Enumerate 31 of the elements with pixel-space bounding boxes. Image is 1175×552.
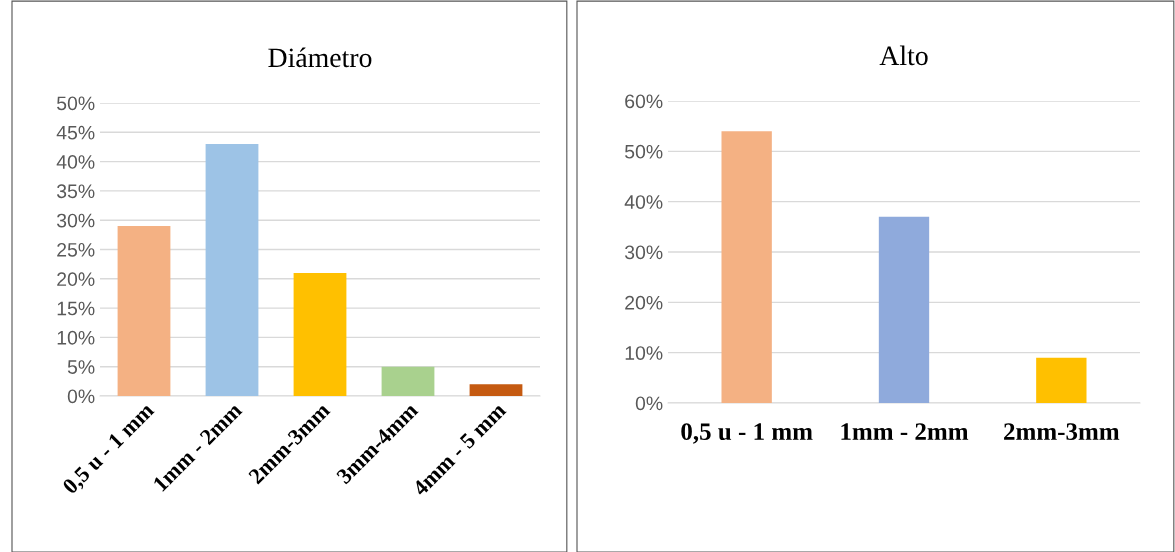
x-tick-label: 0,5 u - 1 mm — [681, 423, 813, 444]
y-tick-label: 60% — [625, 94, 663, 109]
y-tick-label: 10% — [625, 346, 663, 360]
y-tick-label: 40% — [56, 155, 95, 169]
y-tick-label: 30% — [624, 245, 663, 260]
y-tick-label: 45% — [56, 125, 95, 140]
y-tick-label: 40% — [624, 195, 663, 209]
bar — [721, 131, 772, 403]
bar — [293, 272, 347, 396]
x-tick-label: 1mm - 2mm — [841, 423, 969, 440]
y-tick-label: 0% — [67, 389, 95, 404]
y-tick-label: 15% — [57, 301, 95, 316]
bar — [1036, 357, 1087, 403]
bar — [381, 366, 435, 396]
bar — [469, 384, 523, 396]
bar — [878, 216, 930, 403]
y-tick-label: 0% — [635, 396, 663, 411]
bar — [205, 144, 259, 396]
chart-title: Diámetro — [268, 47, 372, 68]
y-tick-label: 35% — [56, 184, 95, 199]
y-tick-label: 50% — [625, 144, 663, 159]
y-tick-label: 50% — [57, 96, 95, 111]
x-tick-label: 2mm-3mm — [1004, 423, 1120, 441]
y-tick-label: 25% — [57, 242, 95, 257]
y-tick-label: 30% — [56, 213, 95, 228]
chart-title: Alto — [879, 45, 928, 66]
y-tick-label: 5% — [67, 360, 95, 374]
y-tick-label: 20% — [625, 295, 663, 310]
y-tick-label: 20% — [57, 272, 95, 287]
bar — [117, 226, 171, 396]
y-tick-label: 10% — [57, 330, 95, 345]
